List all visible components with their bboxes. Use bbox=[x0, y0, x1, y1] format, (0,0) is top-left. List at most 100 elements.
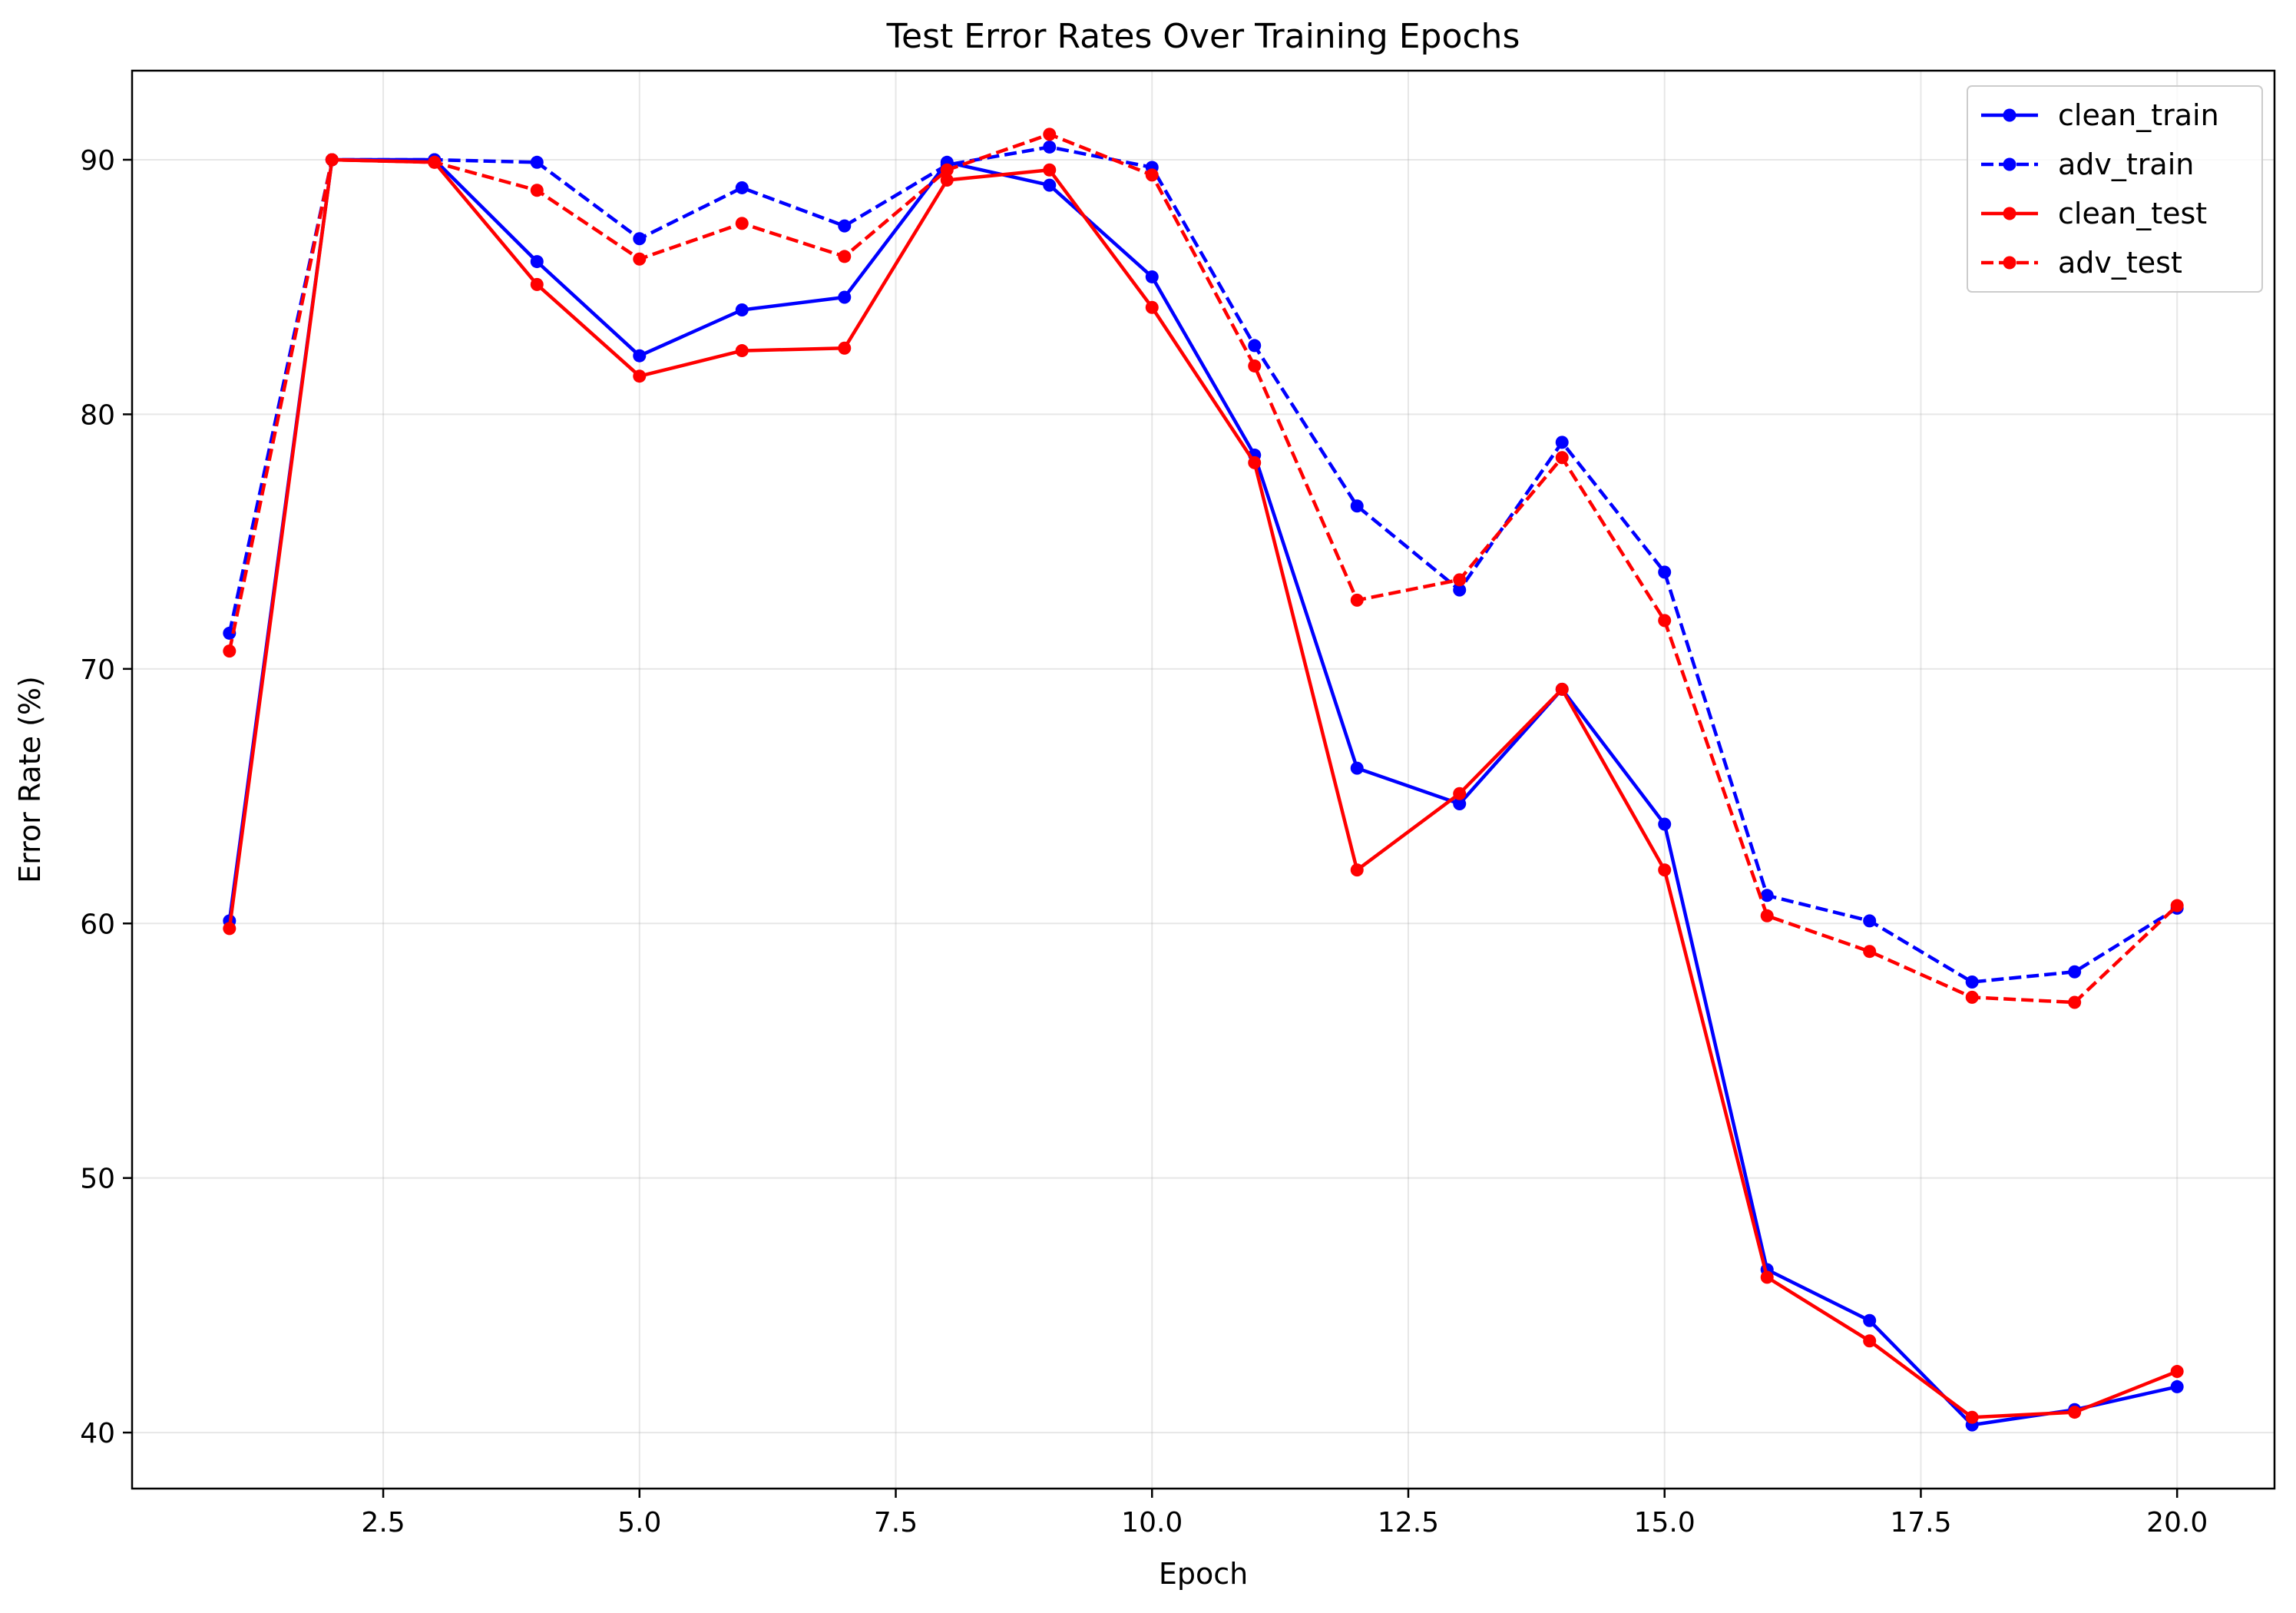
data-point bbox=[2170, 1365, 2184, 1379]
series-line-clean-test bbox=[227, 157, 2179, 1419]
x-tick-label: 7.5 bbox=[874, 1507, 918, 1538]
data-point bbox=[1555, 436, 1569, 449]
data-point bbox=[1453, 797, 1467, 810]
legend-item-clean-test: clean_test bbox=[1981, 197, 2207, 230]
legend-item-adv-train: adv_train bbox=[1981, 147, 2194, 181]
data-point bbox=[633, 232, 647, 246]
legend-marker bbox=[2003, 108, 2016, 122]
data-point bbox=[325, 153, 339, 167]
legend-label: clean_test bbox=[2058, 197, 2207, 230]
x-tick-label: 10.0 bbox=[1121, 1507, 1183, 1538]
data-point bbox=[1248, 455, 1262, 469]
data-point bbox=[1043, 163, 1057, 177]
legend-label: adv_test bbox=[2058, 246, 2182, 280]
data-point bbox=[1248, 359, 1262, 373]
data-point bbox=[1453, 583, 1467, 597]
data-point bbox=[1350, 499, 1364, 513]
x-tick-label: 2.5 bbox=[361, 1507, 405, 1538]
data-point bbox=[1658, 817, 1672, 831]
data-point bbox=[838, 250, 852, 263]
series-line-clean-train bbox=[227, 157, 2178, 1427]
grid bbox=[132, 71, 2274, 1489]
data-point bbox=[1043, 178, 1057, 192]
data-point bbox=[1043, 140, 1057, 154]
data-point bbox=[1760, 1270, 1774, 1284]
legend-marker bbox=[2003, 207, 2016, 220]
legend-marker bbox=[2003, 157, 2016, 171]
data-point bbox=[1555, 682, 1569, 696]
data-point bbox=[1658, 863, 1672, 877]
data-point bbox=[428, 155, 442, 169]
series-adv-test bbox=[223, 128, 2184, 1009]
data-point bbox=[838, 341, 852, 355]
y-tick-label: 70 bbox=[80, 654, 115, 686]
legend-marker bbox=[2003, 256, 2016, 270]
data-point bbox=[1863, 1313, 1877, 1327]
data-point bbox=[530, 155, 544, 169]
legend-label: adv_train bbox=[2058, 147, 2194, 181]
legend-items: clean_train adv_train clean_test adv_test bbox=[1981, 98, 2219, 280]
data-point bbox=[1863, 1334, 1877, 1348]
y-tick-label: 60 bbox=[80, 909, 115, 940]
x-tick-label: 17.5 bbox=[1890, 1507, 1951, 1538]
y-tick-label: 50 bbox=[80, 1164, 115, 1195]
data-point bbox=[2068, 995, 2082, 1009]
x-tick-label: 20.0 bbox=[2146, 1507, 2208, 1538]
data-point bbox=[1555, 451, 1569, 465]
legend: clean_train adv_train clean_test adv_test bbox=[1967, 85, 2263, 293]
data-point bbox=[1658, 614, 1672, 628]
y-tick-label: 80 bbox=[80, 399, 115, 431]
x-tick-label: 12.5 bbox=[1378, 1507, 1439, 1538]
data-point bbox=[1453, 573, 1467, 587]
x-axis-ticks: 2.5 5.0 7.5 10.0 12.5 15.0 17.5 20.0 bbox=[361, 1489, 2208, 1538]
data-point bbox=[735, 303, 749, 317]
legend-box bbox=[1967, 85, 2263, 293]
data-point bbox=[1350, 593, 1364, 607]
data-point bbox=[1248, 339, 1262, 353]
y-tick-label: 90 bbox=[80, 145, 115, 177]
legend-item-adv-test: adv_test bbox=[1981, 246, 2182, 280]
data-point bbox=[1145, 270, 1159, 283]
data-point bbox=[838, 290, 852, 304]
data-point bbox=[735, 181, 749, 194]
data-point bbox=[2170, 899, 2184, 912]
data-point bbox=[1863, 945, 1877, 959]
data-point bbox=[735, 217, 749, 230]
chart-title: Test Error Rates Over Training Epochs bbox=[886, 17, 1520, 56]
y-axis-ticks: 40 50 60 70 80 90 bbox=[80, 145, 132, 1449]
data-point bbox=[1760, 889, 1774, 903]
data-point bbox=[223, 922, 237, 936]
data-point bbox=[530, 184, 544, 197]
legend-item-clean-train: clean_train bbox=[1981, 98, 2219, 132]
series-group bbox=[223, 128, 2184, 1432]
x-tick-label: 15.0 bbox=[1634, 1507, 1696, 1538]
y-tick-label: 40 bbox=[80, 1418, 115, 1449]
legend-label: clean_train bbox=[2058, 98, 2219, 132]
data-point bbox=[1863, 914, 1877, 928]
data-point bbox=[633, 252, 647, 266]
data-point bbox=[2170, 1379, 2184, 1393]
data-point bbox=[223, 644, 237, 658]
data-point bbox=[1145, 300, 1159, 314]
data-point bbox=[940, 163, 954, 177]
x-tick-label: 5.0 bbox=[617, 1507, 661, 1538]
data-point bbox=[1145, 168, 1159, 182]
series-line-adv-train bbox=[227, 145, 2179, 984]
plot-area-frame bbox=[131, 69, 2276, 1490]
data-point bbox=[530, 255, 544, 269]
data-point bbox=[2068, 965, 2082, 979]
data-point bbox=[1350, 863, 1364, 877]
data-point bbox=[1965, 975, 1979, 989]
data-point bbox=[633, 349, 647, 363]
data-point bbox=[633, 369, 647, 383]
data-point bbox=[1350, 761, 1364, 775]
data-point bbox=[2068, 1406, 2082, 1419]
data-point bbox=[1965, 990, 1979, 1004]
data-point bbox=[1760, 909, 1774, 922]
series-adv-train bbox=[223, 140, 2184, 989]
data-point bbox=[1043, 128, 1057, 141]
data-point bbox=[1453, 787, 1467, 800]
